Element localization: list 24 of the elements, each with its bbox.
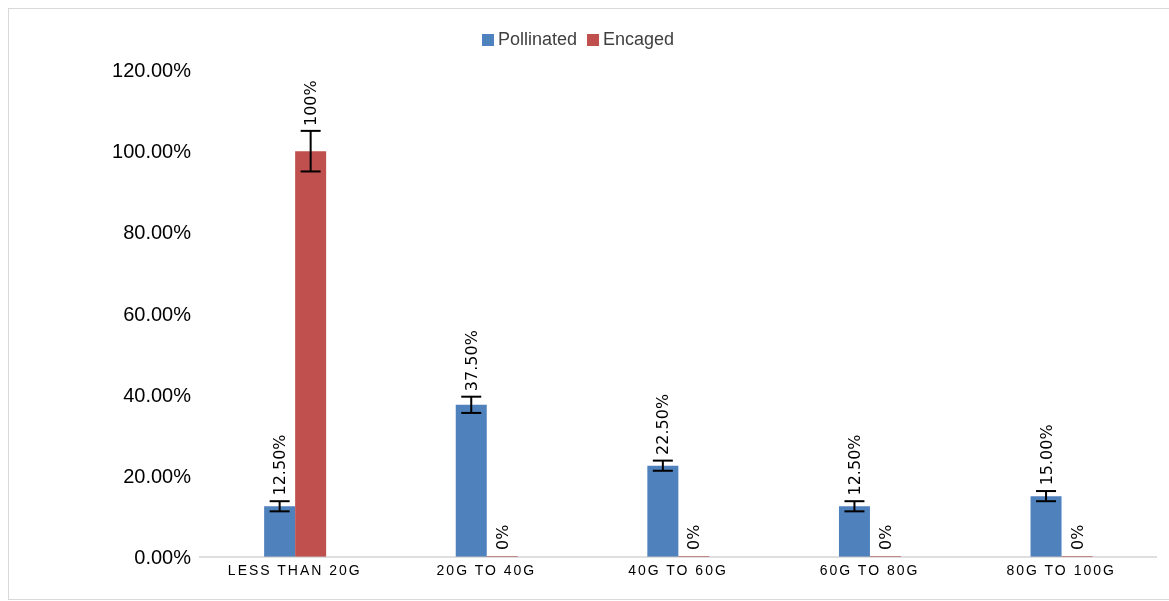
y-tick-label: 100.00% <box>112 140 192 163</box>
data-label: 100% <box>301 80 321 127</box>
y-tick-label: 20.00% <box>123 464 192 487</box>
data-label: 12.50% <box>270 434 290 496</box>
x-tick-label: LESS THAN 20G <box>227 561 362 578</box>
x-tick-label: 20G TO 40G <box>436 561 537 578</box>
data-label: 37.50% <box>461 330 481 392</box>
y-tick-label: 80.00% <box>123 221 192 244</box>
data-label: 15.00% <box>1036 424 1056 486</box>
x-tick-label: 60G TO 80G <box>819 561 920 578</box>
y-tick-label: 60.00% <box>123 302 192 325</box>
legend-label: Encaged <box>603 29 675 49</box>
y-tick-label: 120.00% <box>112 59 192 82</box>
x-tick-label: 40G TO 60G <box>628 561 728 578</box>
data-label: 12.50% <box>845 434 865 496</box>
data-label: 0% <box>1067 524 1087 550</box>
x-tick-label: 80G TO 100G <box>1006 561 1116 578</box>
data-label: 0% <box>492 524 512 550</box>
data-label: 0% <box>876 524 896 550</box>
y-tick-label: 0.00% <box>134 546 192 569</box>
data-label: 0% <box>684 524 704 550</box>
y-tick-label: 40.00% <box>123 383 192 406</box>
legend-label: Pollinated <box>497 29 577 49</box>
data-label: 22.50% <box>653 393 673 455</box>
